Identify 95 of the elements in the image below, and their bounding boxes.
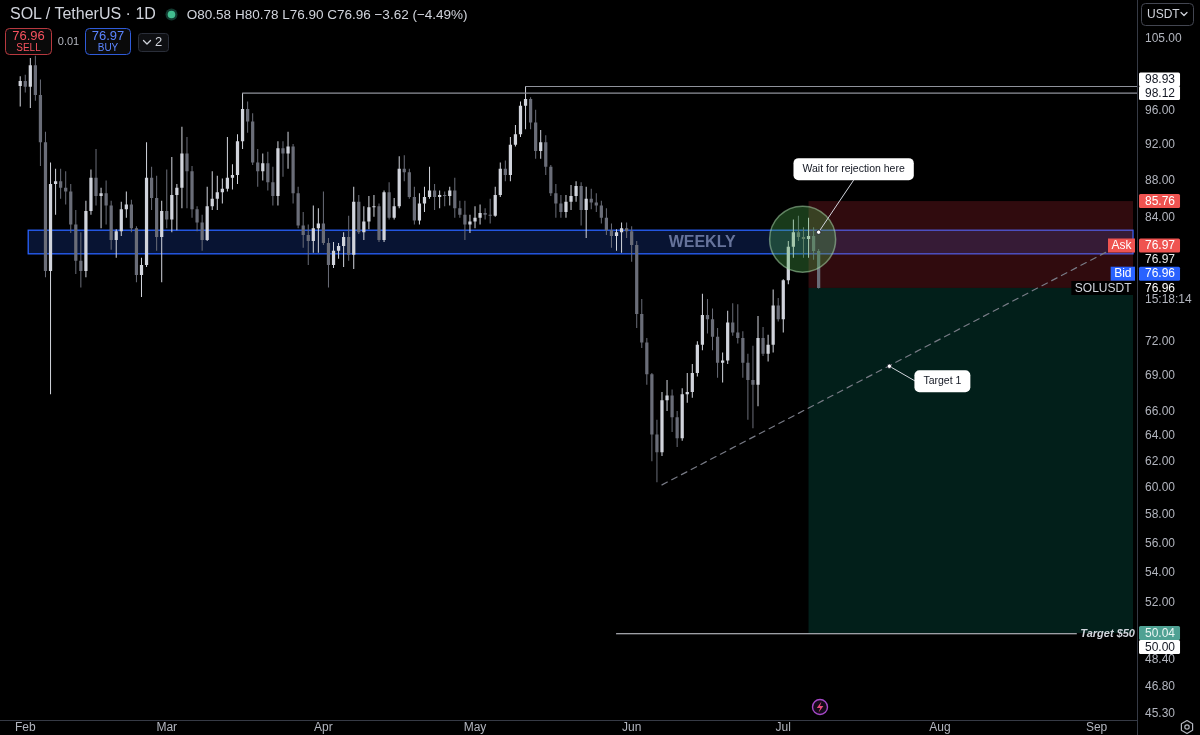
x-tick-label: Mar [156,720,178,735]
candlestick [94,149,98,206]
candlestick [387,182,391,220]
candlestick [99,187,103,229]
candlestick [463,200,467,240]
annotation: 85.76 [1145,193,1176,208]
y-tick-label: 54.00 [1145,564,1176,579]
text: USDT [1147,6,1181,21]
y-tick-label: 72.00 [1145,333,1176,348]
candlestick [685,373,689,403]
candlestick [438,190,442,209]
text: O80.58 H80.78 L76.90 C76.96 −3.62 (−4.49%) [186,6,468,22]
y-tick-label: 45.30 [1145,705,1176,720]
y-tick-label: 69.00 [1145,368,1176,383]
candlestick [286,131,290,169]
text: 76.96 [1145,266,1176,281]
candlestick [559,195,563,218]
y-tick-label: 60.00 [1145,480,1176,495]
y-tick-label: 84.00 [1145,210,1176,225]
annotation: SELL [16,42,42,54]
candlestick [670,389,674,433]
candlestick [619,222,624,253]
x-tick-label: Apr [314,720,333,735]
candlestick [185,136,189,209]
y-tick-label: 96.00 [1145,103,1176,118]
x-tick-label: Sep [1085,720,1108,735]
candlestick [660,391,664,457]
x-tick-label: Aug [929,720,951,735]
annotation: BUY [97,42,119,54]
candlestick [291,143,295,204]
candlestick [488,198,492,224]
text: 76.97 [1145,252,1176,267]
candlestick [736,304,740,344]
candlestick [230,164,235,190]
y-tick-label: 64.00 [1145,428,1176,443]
candlestick [367,196,371,230]
y-tick-label: 105.00 [1145,31,1183,46]
candlestick [761,326,765,356]
band-label: WEEKLY [668,233,736,251]
annotation: 76.96 [12,27,45,43]
y-tick-label: 66.00 [1145,403,1176,418]
x-tick-label: Jul [775,720,791,735]
text: 76.97 [1145,238,1176,253]
candlestick [473,206,477,229]
candlestick [190,165,194,218]
x-tick-label: Feb [14,720,36,735]
candlestick [564,195,568,218]
candlestick [281,141,285,177]
candlestick [574,181,578,202]
text: 50.00 [1145,639,1176,654]
y-tick-label: 56.00 [1145,535,1176,550]
x-tick-label: May [463,720,487,735]
candlestick [377,203,381,242]
x-tick-label: Jun [621,720,642,735]
candlestick [478,204,482,225]
text: 76.96 15:18:14 [1145,280,1193,307]
annotation: 50.04 [1145,625,1176,640]
candlestick [306,224,310,265]
candlestick [372,195,376,217]
series-label: Target $50 [1080,626,1136,639]
candlestick [721,352,725,383]
candlestick [569,184,573,211]
candlestick [195,206,199,232]
candlestick [766,334,770,362]
candlestick [665,380,669,412]
candlestick [276,141,280,206]
candlestick [801,227,806,258]
text: 98.93 [1145,72,1176,87]
annotation: 98.12 [1145,85,1176,100]
candlestick [751,345,755,429]
y-tick-label: 92.00 [1145,137,1176,152]
y-tick-label: 58.00 [1145,507,1176,522]
annotation: 2 [155,33,163,49]
y-tick-label: 88.00 [1145,173,1176,188]
candlestick [53,168,58,215]
candlestick [180,126,184,209]
annotation: 76.97 [91,27,125,43]
annotation: 0.01 [57,34,80,47]
y-tick-label: 46.80 [1145,679,1176,694]
annotation: Bid [1114,266,1132,281]
candlestick [655,419,659,483]
y-tick-label: 62.00 [1145,453,1176,468]
candlestick [84,200,88,278]
y-tick-label: 48.40 [1145,652,1176,667]
chart-title: SOL / TetherUS · 1D [10,5,156,23]
annotation: Target 1 [923,374,962,387]
candlestick [756,316,760,407]
candlestick [89,169,93,215]
candlestick [443,191,447,207]
candlestick [316,208,320,253]
candlestick [746,353,750,420]
candlestick [808,217,810,258]
annotation: Wait for rejection here [802,162,905,175]
y-tick-label: 52.00 [1145,594,1176,609]
candlestick [382,190,386,242]
